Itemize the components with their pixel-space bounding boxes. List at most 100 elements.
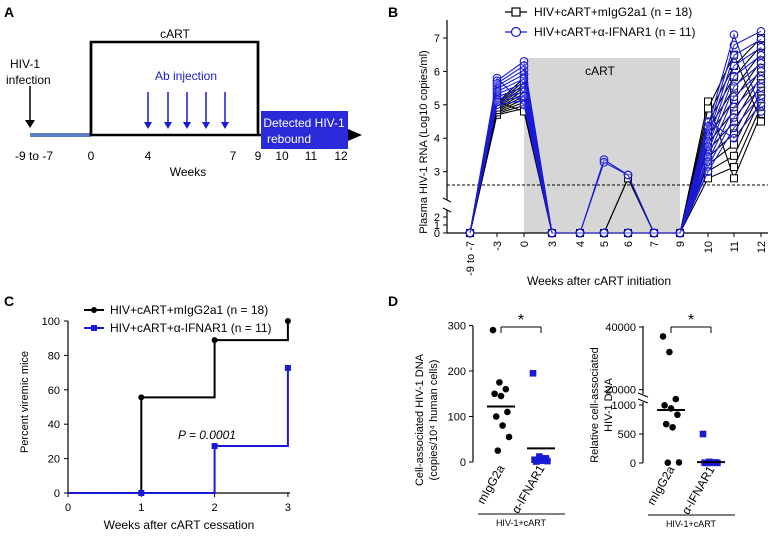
legend-b-blue-marker [510,26,522,38]
hiv-infection-label-2: infection [6,73,51,87]
b-point-1-10-7 [649,228,659,238]
b-point-1-0-11 [756,83,766,92]
D-left-ytick-label-100: 100 [448,412,466,424]
b-ytick-low-label-1: 1 [434,220,440,232]
d-left-ylabel-2: (copies/10⁴ human cells) [428,360,440,481]
b-xtick-label-1: -3 [492,241,504,251]
c-ytick-label-0: 0 [54,488,60,500]
b-xtick-label-8: 9 [675,241,687,247]
b-xtick-label-11: 12 [756,241,768,253]
b-point-1-1-5 [599,157,609,167]
D-left-ytick-label-300: 300 [448,321,466,333]
D-left-dot-0-6 [492,413,500,420]
d-right-ylabel-2: HIV-1 DNA [603,377,615,431]
b-ytick-label-7: 7 [434,33,440,45]
panel-c-label: C [4,293,14,309]
c-ytick-label-80: 80 [48,350,60,362]
ab-injection-label: Ab injection [155,69,217,83]
D-right-dot-0-1 [666,348,673,356]
infection-arrow-head [25,120,35,128]
tick-a-5: 10 [275,149,289,163]
D-right-sig-star: * [688,312,694,329]
b-point-1-1-6 [623,170,633,180]
legend-c-blue-marker [91,325,97,331]
D-right-ytick-label-20000: 20000 [605,385,636,397]
b-point-1-8-1 [492,87,502,96]
b-point-1-10-5 [599,228,609,238]
b-point-0-3-11 [757,56,765,65]
c-point-1-1 [138,490,145,496]
D-left-dot-0-8 [505,433,513,441]
b-point-1-4-10 [729,51,739,60]
panel-b: B HIV+cART+mIgG2a1 (n = 18) HIV+cART+α-I… [388,4,768,288]
b-xtick-label-10: 11 [729,241,741,252]
b-xtick-label-2: 0 [519,241,531,247]
b-point-1-5-11 [756,67,766,76]
legend-b-black-marker [511,7,521,17]
cart-bracket [89,40,260,137]
b-point-1-10-4 [575,228,585,238]
b-xtick-label-9: 10 [703,241,715,253]
injection-arrow-head-0 [144,122,152,129]
b-ytick-label-6: 6 [434,66,440,78]
cart-label: cART [160,27,190,41]
rebound-label-1: Detected HIV-1 [263,116,345,130]
D-right-break-mask [637,394,649,402]
b-trace-1-1 [469,30,762,234]
panel-a: A HIV-1 infection cART Ab injection Dete… [4,4,362,179]
rebound-box [261,111,348,149]
tick-a-6: 11 [305,149,318,163]
b-point-1-7-10 [729,61,739,71]
D-right-dot-0-8 [675,459,683,466]
tick-a-0: -9 to -7 [15,149,53,163]
b-series-1 [465,26,766,238]
b-xlabel: Weeks after cART initiation [527,274,671,288]
b-xtick-label-4: 4 [575,241,587,247]
c-step-line-0 [68,321,289,494]
injection-arrow-head-4 [221,122,229,129]
c-step-line-1 [68,367,289,494]
D-left-ytick-label-0: 0 [460,457,466,469]
D-left-ytick-label-200: 200 [448,366,466,378]
b-point-0-9-11 [757,102,765,111]
b-axis-break-1 [442,197,452,203]
D-right-dot-0-2 [672,395,680,403]
d-right-chart: 40000 20000 1000 500 0 mIgG2a α-IFNAR1 * HIV-1+c… [605,312,735,529]
b-point-1-4-11 [756,34,766,44]
injection-arrow-head-3 [202,122,210,129]
b-cart-shade [524,58,680,233]
b-xtick-label-7: 7 [649,241,661,247]
d-left-ylabel-1: Cell-associated HIV-1 DNA [414,353,426,486]
b-point-1-0-10 [729,113,739,122]
c-point-0-3 [284,318,291,324]
D-left-dot-0-0 [489,326,497,334]
b-ytick-low-label-0: 0 [434,228,440,240]
c-axes: 0 20 40 60 80 100 0 1 2 3 [42,316,291,514]
c-ytick-label-100: 100 [42,316,60,328]
b-point-1-10-3 [547,228,557,238]
b-ytick-label-5: 5 [434,100,440,112]
D-right-group-label: HIV-1+cART [666,519,717,529]
b-point-1-10-11 [756,51,766,60]
b-xtick-label-0: -9 to -7 [465,241,477,276]
D-right-xlabel-0: mIgG2a [644,463,678,507]
b-point-1-7-11 [756,43,766,52]
b-point-1-10-1 [492,79,502,88]
b-point-1-8-9 [703,157,713,166]
c-ytick-label-40: 40 [48,419,60,431]
hiv-infection-label-1: HIV-1 [10,57,40,71]
D-right-dot-0-5 [674,411,681,419]
b-point-0-9-10 [730,163,738,172]
D-left-dot-1-0 [529,369,537,377]
legend-b-black-text: HIV+cART+mIgG2a1 (n = 18) [534,5,692,19]
D-left-xlabel-0: mIgG2a [474,462,508,506]
legend-b-blue-text: HIV+cART+α-IFNAR1 (n = 11) [534,25,696,39]
timeline-arrow-head [348,129,362,141]
D-right-ytick-label-1000: 1000 [612,400,636,412]
panel-c: C HIV+cART+mIgG2a1 (n = 18) HIV+cART+α-I… [4,293,291,532]
b-cart-shade-label: cART [585,64,615,78]
b-point-1-6-10 [729,133,739,143]
b-trace-1-0 [469,82,762,234]
D-right-break-1 [637,392,649,398]
D-left-dot-1-6 [532,458,540,465]
